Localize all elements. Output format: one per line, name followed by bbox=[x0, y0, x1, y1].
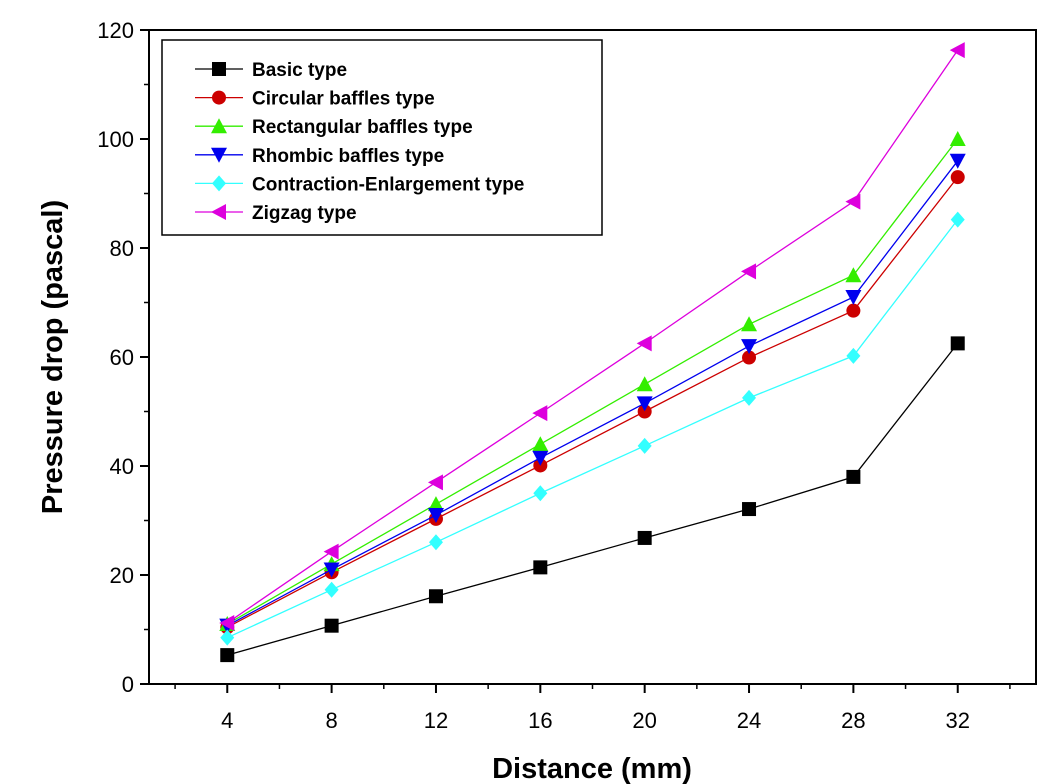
data-point bbox=[741, 339, 758, 355]
axes: 4 8 12 16 20 24 28 32 0 20 40 60 80 100 120 bbox=[97, 18, 1011, 733]
y-tick-label: 120 bbox=[97, 18, 134, 43]
data-point bbox=[845, 193, 861, 210]
data-point bbox=[949, 153, 966, 169]
legend-marker bbox=[211, 118, 227, 134]
x-axis-title: Distance (mm) bbox=[492, 753, 692, 784]
x-tick-label: 12 bbox=[424, 708, 448, 733]
data-point bbox=[220, 648, 235, 663]
legend-item-2: Rectangular baffles type bbox=[195, 117, 473, 138]
legend: Basic type Circular baffles type Rectangul… bbox=[161, 39, 603, 236]
x-tick-label: 4 bbox=[221, 708, 233, 733]
series-4 bbox=[220, 211, 965, 646]
y-tick-label: 40 bbox=[110, 454, 134, 479]
data-point bbox=[637, 404, 652, 419]
data-point bbox=[323, 543, 339, 560]
series-line bbox=[226, 138, 959, 625]
legend-label: Zigzag type bbox=[252, 203, 357, 224]
data-point bbox=[846, 303, 861, 318]
data-point bbox=[846, 347, 861, 364]
legend-box bbox=[161, 39, 603, 236]
data-point bbox=[846, 469, 861, 484]
data-point bbox=[533, 485, 548, 502]
legend-item-4: Contraction-Enlargement type bbox=[195, 174, 524, 195]
series-layer bbox=[219, 42, 966, 663]
series-0 bbox=[220, 336, 965, 663]
data-point bbox=[533, 560, 548, 575]
data-point bbox=[742, 350, 757, 365]
data-point bbox=[949, 131, 966, 146]
legend-item-0: Basic type bbox=[195, 60, 347, 81]
data-point bbox=[637, 437, 652, 454]
legend-item-1: Circular baffles type bbox=[195, 89, 435, 110]
data-point bbox=[220, 629, 235, 646]
data-point bbox=[741, 316, 758, 332]
series-line bbox=[226, 176, 959, 628]
data-point bbox=[532, 450, 549, 466]
data-point bbox=[428, 534, 443, 551]
data-point bbox=[636, 335, 652, 352]
legend-marker bbox=[211, 204, 226, 220]
legend-label: Basic type bbox=[252, 60, 347, 81]
series-line bbox=[226, 160, 959, 627]
data-point bbox=[950, 211, 965, 228]
data-point bbox=[532, 405, 548, 422]
y-axis-title: Pressure drop (pascal) bbox=[37, 200, 69, 514]
y-tick-label: 0 bbox=[122, 672, 134, 697]
data-point bbox=[949, 42, 965, 59]
data-point bbox=[427, 496, 444, 512]
data-point bbox=[324, 618, 339, 633]
legend-item-3: Rhombic baffles type bbox=[195, 146, 444, 167]
x-tick-label: 8 bbox=[325, 708, 337, 733]
data-point bbox=[427, 508, 444, 524]
x-tick-label: 16 bbox=[528, 708, 552, 733]
legend-label: Rhombic baffles type bbox=[252, 146, 444, 167]
legend-label: Contraction-Enlargement type bbox=[252, 174, 524, 195]
data-point bbox=[742, 502, 757, 517]
series-line bbox=[226, 219, 959, 639]
legend-item-5: Zigzag type bbox=[195, 203, 357, 224]
data-point bbox=[219, 614, 235, 631]
legend-label: Circular baffles type bbox=[252, 89, 435, 110]
y-tick-label: 100 bbox=[97, 127, 134, 152]
y-tick-label: 60 bbox=[110, 345, 134, 370]
x-tick-label: 20 bbox=[632, 708, 656, 733]
data-point bbox=[950, 170, 965, 185]
data-point bbox=[532, 436, 549, 452]
legend-marker bbox=[211, 147, 227, 163]
data-point bbox=[636, 396, 653, 412]
series-5 bbox=[219, 42, 965, 631]
y-tick-label: 20 bbox=[110, 563, 134, 588]
data-point bbox=[428, 589, 443, 604]
legend-marker bbox=[212, 175, 226, 192]
data-point bbox=[323, 562, 340, 578]
data-point bbox=[845, 267, 862, 283]
data-point bbox=[427, 474, 443, 491]
data-point bbox=[950, 336, 965, 351]
data-point bbox=[742, 389, 757, 406]
data-point bbox=[845, 290, 862, 306]
data-point bbox=[637, 530, 652, 545]
series-line bbox=[226, 49, 959, 624]
x-tick-label: 24 bbox=[737, 708, 761, 733]
legend-label: Rectangular baffles type bbox=[252, 117, 473, 138]
data-point bbox=[741, 263, 757, 280]
legend-marker bbox=[212, 90, 226, 105]
legend-marker bbox=[212, 62, 226, 76]
x-tick-label: 28 bbox=[841, 708, 865, 733]
x-tick-label: 32 bbox=[945, 708, 969, 733]
series-line bbox=[227, 342, 959, 656]
data-point bbox=[636, 376, 653, 392]
y-tick-label: 80 bbox=[110, 236, 134, 261]
data-point bbox=[324, 581, 339, 598]
